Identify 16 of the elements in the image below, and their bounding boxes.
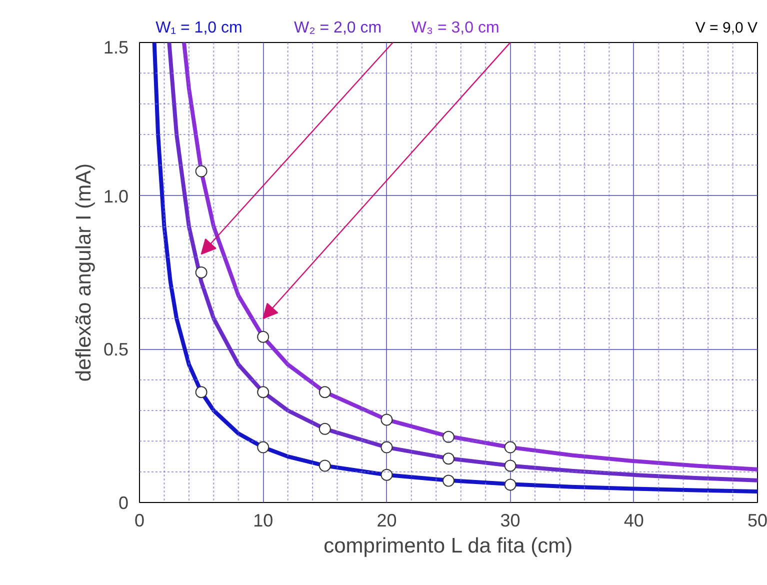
series-label: W₁ = 1,0 cm xyxy=(156,20,242,36)
y-tick-label: 0.5 xyxy=(103,340,129,360)
x-axis-title: comprimento L da fita (cm) xyxy=(324,534,573,558)
x-tick-label: 30 xyxy=(500,510,520,530)
text: W₃ = 3,0 cm xyxy=(411,20,500,36)
text: W₂ = 2,0 cm xyxy=(294,20,382,36)
x-tick-label: 0 xyxy=(134,510,145,530)
x-tick-label: 50 xyxy=(747,510,767,530)
x-tick-label: 10 xyxy=(253,510,274,530)
x-tick-label: 20 xyxy=(376,510,397,530)
y-tick-label: 1.0 xyxy=(103,186,129,206)
text: V = 9,0 V xyxy=(695,20,758,36)
y-tick-label: 1.5 xyxy=(103,38,129,58)
y-tick-label: 0 xyxy=(118,493,129,513)
x-tick-label: 40 xyxy=(624,510,644,530)
y-axis-title: deflexão angular I (mA) xyxy=(72,163,96,382)
